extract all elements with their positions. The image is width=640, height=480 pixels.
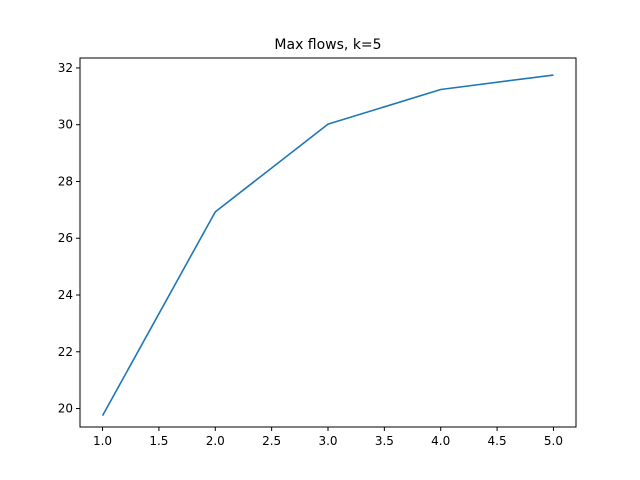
y-tick-label: 30 [58,118,73,132]
series-line-0 [101,74,554,417]
y-tick-label: 32 [58,61,73,75]
x-tick-label: 1.0 [93,434,112,448]
y-tick-label: 26 [58,231,73,245]
x-tick-label: 4.5 [488,434,507,448]
y-tick-label: 24 [58,288,73,302]
series-layer [101,74,554,417]
y-axis: 20 22 24 26 28 30 32 [58,61,80,416]
x-tick-label: 1.5 [149,434,168,448]
y-tick-label: 22 [58,345,73,359]
x-tick-label: 2.5 [262,434,281,448]
x-tick-label: 2.0 [206,434,225,448]
x-tick-label: 3.0 [318,434,337,448]
y-tick-label: 28 [58,174,73,188]
x-tick-label: 3.5 [375,434,394,448]
plot-area-frame [79,57,577,428]
x-axis: 1.0 1.5 2.0 2.5 3.0 3.5 4.0 4.5 5.0 [93,427,563,448]
x-tick-label: 5.0 [544,434,563,448]
y-tick-label: 20 [58,402,73,416]
chart-title: Max flows, k=5 [274,37,381,53]
x-tick-label: 4.0 [431,434,450,448]
